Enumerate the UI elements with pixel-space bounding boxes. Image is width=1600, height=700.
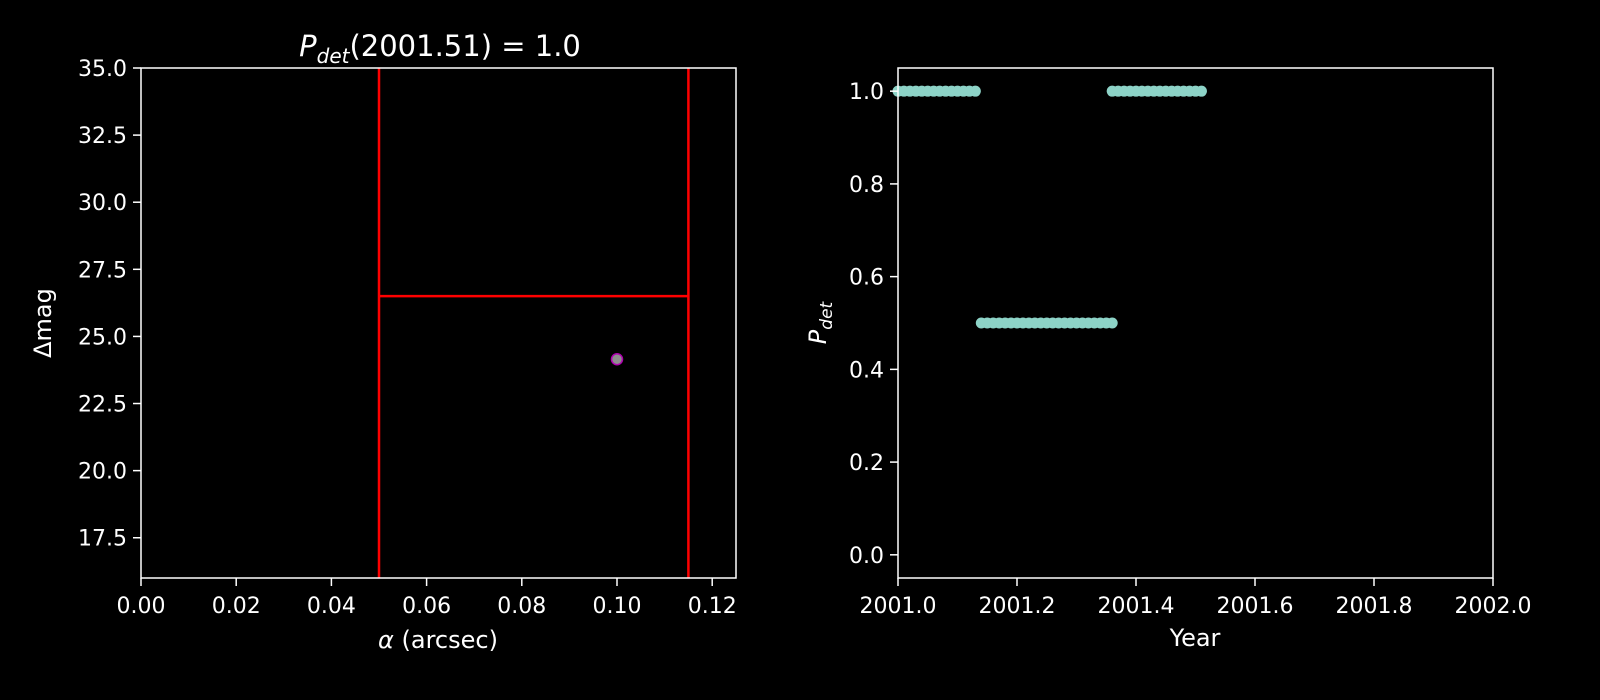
planet-point bbox=[610, 352, 624, 366]
left-chart-0-y-tick-label: 32.5 bbox=[78, 124, 127, 149]
left-chart-0-y-tick-label: 25.0 bbox=[78, 325, 127, 350]
right-chart-x-axis-label: Year bbox=[1169, 624, 1221, 652]
left-chart-x-axis-label: α (arcsec) bbox=[378, 626, 498, 654]
right-chart-y-axis-label: Pdet bbox=[804, 300, 837, 344]
right-chart-1-x-tick-label: 2001.0 bbox=[860, 594, 937, 619]
left-chart-0-y-tick-label: 20.0 bbox=[78, 460, 127, 485]
left-chart-0-x-tick-label: 0.00 bbox=[117, 594, 166, 619]
right-chart-y-ticks: 0.0 0.2 0.4 0.6 0.8 1.0 bbox=[849, 80, 898, 569]
right-chart-1-y-tick-label: 1.0 bbox=[849, 80, 884, 105]
left-chart-plot-area bbox=[377, 68, 690, 578]
right-chart-1-y-tick-label: 0.8 bbox=[849, 173, 884, 198]
left-chart-0-x-tick-label: 0.02 bbox=[212, 594, 261, 619]
left-chart-title: Pdet(2001.51) = 1.0 bbox=[299, 29, 581, 68]
left-chart-y-ticks: 17.5 20.0 22.5 25.0 27.5 30.0 32.5 35.0 bbox=[78, 57, 141, 552]
left-chart-0-y-tick-label: 27.5 bbox=[78, 258, 127, 283]
right-chart-x-ticks: 2001.0 2001.2 2001.4 2001.6 2001.8 2002.0 bbox=[860, 578, 1532, 619]
right-chart-1-x-tick-label: 2001.4 bbox=[1098, 594, 1175, 619]
left-chart-0-y-tick-label: 22.5 bbox=[78, 393, 127, 418]
left-chart-y-axis-label: Δmag bbox=[29, 288, 57, 358]
left-chart-0-y-tick-label: 17.5 bbox=[78, 527, 127, 552]
left-chart-x-ticks: 0.00 0.02 0.04 0.06 0.08 0.10 0.12 bbox=[117, 578, 737, 619]
right-chart-plot-area bbox=[892, 85, 1207, 329]
left-chart-0-x-tick-label: 0.12 bbox=[688, 594, 737, 619]
right-chart-1-x-tick-label: 2002.0 bbox=[1455, 594, 1532, 619]
right-chart-frame bbox=[897, 67, 1494, 579]
left-chart-0-x-tick-label: 0.10 bbox=[593, 594, 642, 619]
left-chart-0-y-tick-label: 30.0 bbox=[78, 191, 127, 216]
left-chart-0-y-tick-label: 35.0 bbox=[78, 57, 127, 82]
left-chart-0-x-tick-label: 0.06 bbox=[402, 594, 451, 619]
left-chart-frame bbox=[140, 67, 737, 579]
right-chart-1-y-tick-label: 0.6 bbox=[849, 266, 884, 291]
pdet-point bbox=[1106, 317, 1118, 329]
right-chart-1-y-tick-label: 0.2 bbox=[849, 451, 884, 476]
pdet-point bbox=[1195, 85, 1207, 97]
right-chart: 2001.0 2001.2 2001.4 2001.6 2001.8 2002.0 0.0… bbox=[804, 67, 1532, 652]
pdet-point bbox=[969, 85, 981, 97]
right-chart-1-x-tick-label: 2001.6 bbox=[1217, 594, 1294, 619]
right-chart-1-y-tick-label: 0.0 bbox=[849, 544, 884, 569]
right-chart-1-y-tick-label: 0.4 bbox=[849, 358, 884, 383]
left-chart-0-x-tick-label: 0.08 bbox=[497, 594, 546, 619]
left-chart: Pdet(2001.51) = 1.0 0.00 0.02 0.04 0.06 0.08… bbox=[29, 29, 737, 654]
left-chart-0-x-tick-label: 0.04 bbox=[307, 594, 356, 619]
right-chart-1-x-tick-label: 2001.8 bbox=[1336, 594, 1413, 619]
right-chart-1-x-tick-label: 2001.2 bbox=[979, 594, 1056, 619]
